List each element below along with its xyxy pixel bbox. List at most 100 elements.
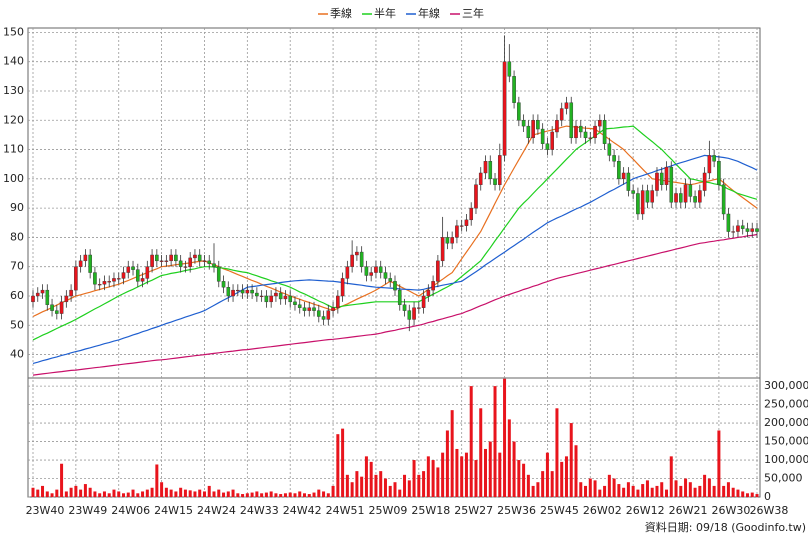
- volume-bar: [536, 482, 540, 497]
- candle-body: [407, 310, 412, 320]
- volume-bar: [122, 493, 125, 497]
- candle-body: [540, 128, 545, 144]
- volume-bar: [383, 478, 387, 497]
- volume-bar: [669, 456, 673, 497]
- volume-bar: [512, 441, 516, 497]
- volume-bar: [360, 476, 364, 497]
- y-tick-label: 110: [3, 143, 24, 156]
- volume-bar: [488, 441, 492, 497]
- y-tick-label: 120: [3, 113, 24, 126]
- candle-body: [440, 237, 445, 262]
- volume-bar: [317, 489, 321, 497]
- volume-bar: [688, 482, 692, 497]
- candle-body: [340, 278, 345, 297]
- candle-body: [726, 213, 731, 232]
- candle-body: [316, 310, 321, 317]
- candle-body: [78, 260, 83, 267]
- volume-bar: [336, 434, 340, 497]
- volume-bar: [212, 491, 216, 497]
- volume-bar: [445, 430, 449, 497]
- volume-bar: [564, 456, 568, 497]
- volume-bar: [469, 386, 473, 497]
- volume-bar: [45, 491, 49, 497]
- volume-bar: [312, 492, 316, 497]
- candle-body: [350, 254, 354, 267]
- candle-body: [55, 310, 59, 314]
- candle-body: [245, 289, 250, 294]
- candle-body: [40, 289, 45, 294]
- volume-tick-label: 250,000: [764, 398, 808, 411]
- candle-body: [74, 266, 78, 291]
- x-tick-label: 24W24: [197, 504, 236, 517]
- volume-bar: [374, 474, 378, 497]
- volume-bar: [183, 489, 187, 497]
- volume-bar: [345, 474, 349, 497]
- volume-bar: [503, 378, 507, 497]
- x-tick-label: 25W36: [497, 504, 536, 517]
- volume-bar: [217, 489, 221, 497]
- candle-body: [378, 266, 383, 273]
- candle-body: [231, 289, 235, 297]
- volume-bar: [517, 460, 521, 497]
- volume-bar: [188, 490, 192, 497]
- y-tick-label: 140: [3, 55, 24, 68]
- candle-body: [50, 304, 54, 311]
- volume-bar: [398, 489, 402, 497]
- candle-body: [278, 292, 283, 300]
- candle-body: [698, 190, 702, 203]
- y-tick-label: 90: [10, 201, 24, 214]
- volume-bar: [555, 408, 559, 497]
- candle-body: [502, 61, 507, 156]
- candle-body: [116, 278, 121, 280]
- candle-body: [174, 254, 178, 262]
- candle-body: [464, 219, 469, 226]
- volume-bar: [450, 410, 454, 497]
- volume-bar: [64, 491, 68, 497]
- candle-body: [112, 278, 116, 282]
- volume-bar: [617, 484, 621, 497]
- candle-body: [474, 184, 478, 209]
- candle-body: [326, 310, 331, 320]
- moving-average-line: [32, 125, 758, 341]
- x-tick-label: 24W42: [283, 504, 322, 517]
- candle-body: [31, 295, 35, 303]
- candle-body: [321, 316, 326, 320]
- x-tick-label: 23W40: [26, 504, 65, 517]
- candle-body: [621, 172, 626, 180]
- candle-body: [150, 254, 154, 267]
- x-tick-label: 26W12: [626, 504, 665, 517]
- y-tick-label: 130: [3, 84, 24, 97]
- volume-bar: [665, 489, 668, 497]
- candle-body: [517, 102, 521, 121]
- plot-frame: [27, 27, 761, 498]
- candle-body: [88, 254, 92, 273]
- volume-bar: [679, 485, 683, 497]
- volume-tick-label: 100,000: [764, 453, 808, 466]
- volume-bar: [707, 478, 711, 497]
- volume-bar: [102, 491, 106, 497]
- volume-bar: [484, 448, 487, 497]
- candle-body: [650, 190, 655, 203]
- candle-body: [740, 225, 745, 229]
- candle-body: [283, 295, 288, 300]
- volume-bar: [36, 489, 40, 497]
- volume-bar: [145, 489, 149, 497]
- volume-bar: [245, 493, 249, 497]
- y-tick-label: 40: [10, 348, 24, 361]
- volume-tick-label: 0: [764, 490, 771, 503]
- candle-body: [297, 304, 302, 308]
- y-tick-label: 80: [10, 230, 24, 243]
- volume-bar: [160, 482, 164, 497]
- volume-tick-label: 150,000: [764, 435, 808, 448]
- candle-body: [693, 196, 697, 203]
- candle-body: [388, 278, 393, 282]
- volume-bar: [241, 494, 245, 497]
- candle-body: [264, 295, 269, 303]
- candle-body: [126, 266, 131, 273]
- volume-bar: [603, 485, 607, 497]
- candle-body: [402, 304, 407, 311]
- volume-bar: [655, 485, 659, 497]
- candle-body: [497, 155, 502, 185]
- volume-bar: [541, 471, 545, 497]
- volume-bar: [436, 467, 440, 497]
